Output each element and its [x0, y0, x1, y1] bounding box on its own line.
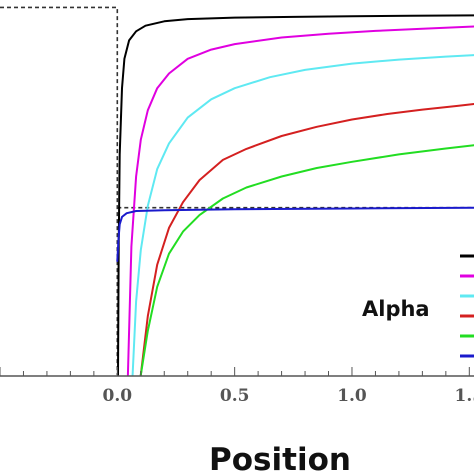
legend: Alpha — [362, 254, 474, 358]
x-tick-label: 1.5 — [455, 386, 474, 406]
x-tick-label: 0.0 — [103, 386, 133, 406]
x-axis-title: Position — [209, 442, 351, 474]
x-tick-label: 0.5 — [220, 386, 250, 406]
x-ticks: 0.0 0.5 1.0 1.5 — [0, 367, 474, 406]
series-lines — [116, 14, 474, 376]
series-line-4 — [139, 103, 474, 376]
series-line-5 — [139, 144, 474, 376]
series-line-3 — [131, 54, 474, 376]
legend-title: Alpha — [362, 297, 430, 321]
x-tick-label: 1.0 — [337, 386, 367, 406]
series-line-2 — [126, 25, 474, 376]
series-line-6 — [116, 206, 474, 262]
series-line-1 — [117, 14, 474, 376]
